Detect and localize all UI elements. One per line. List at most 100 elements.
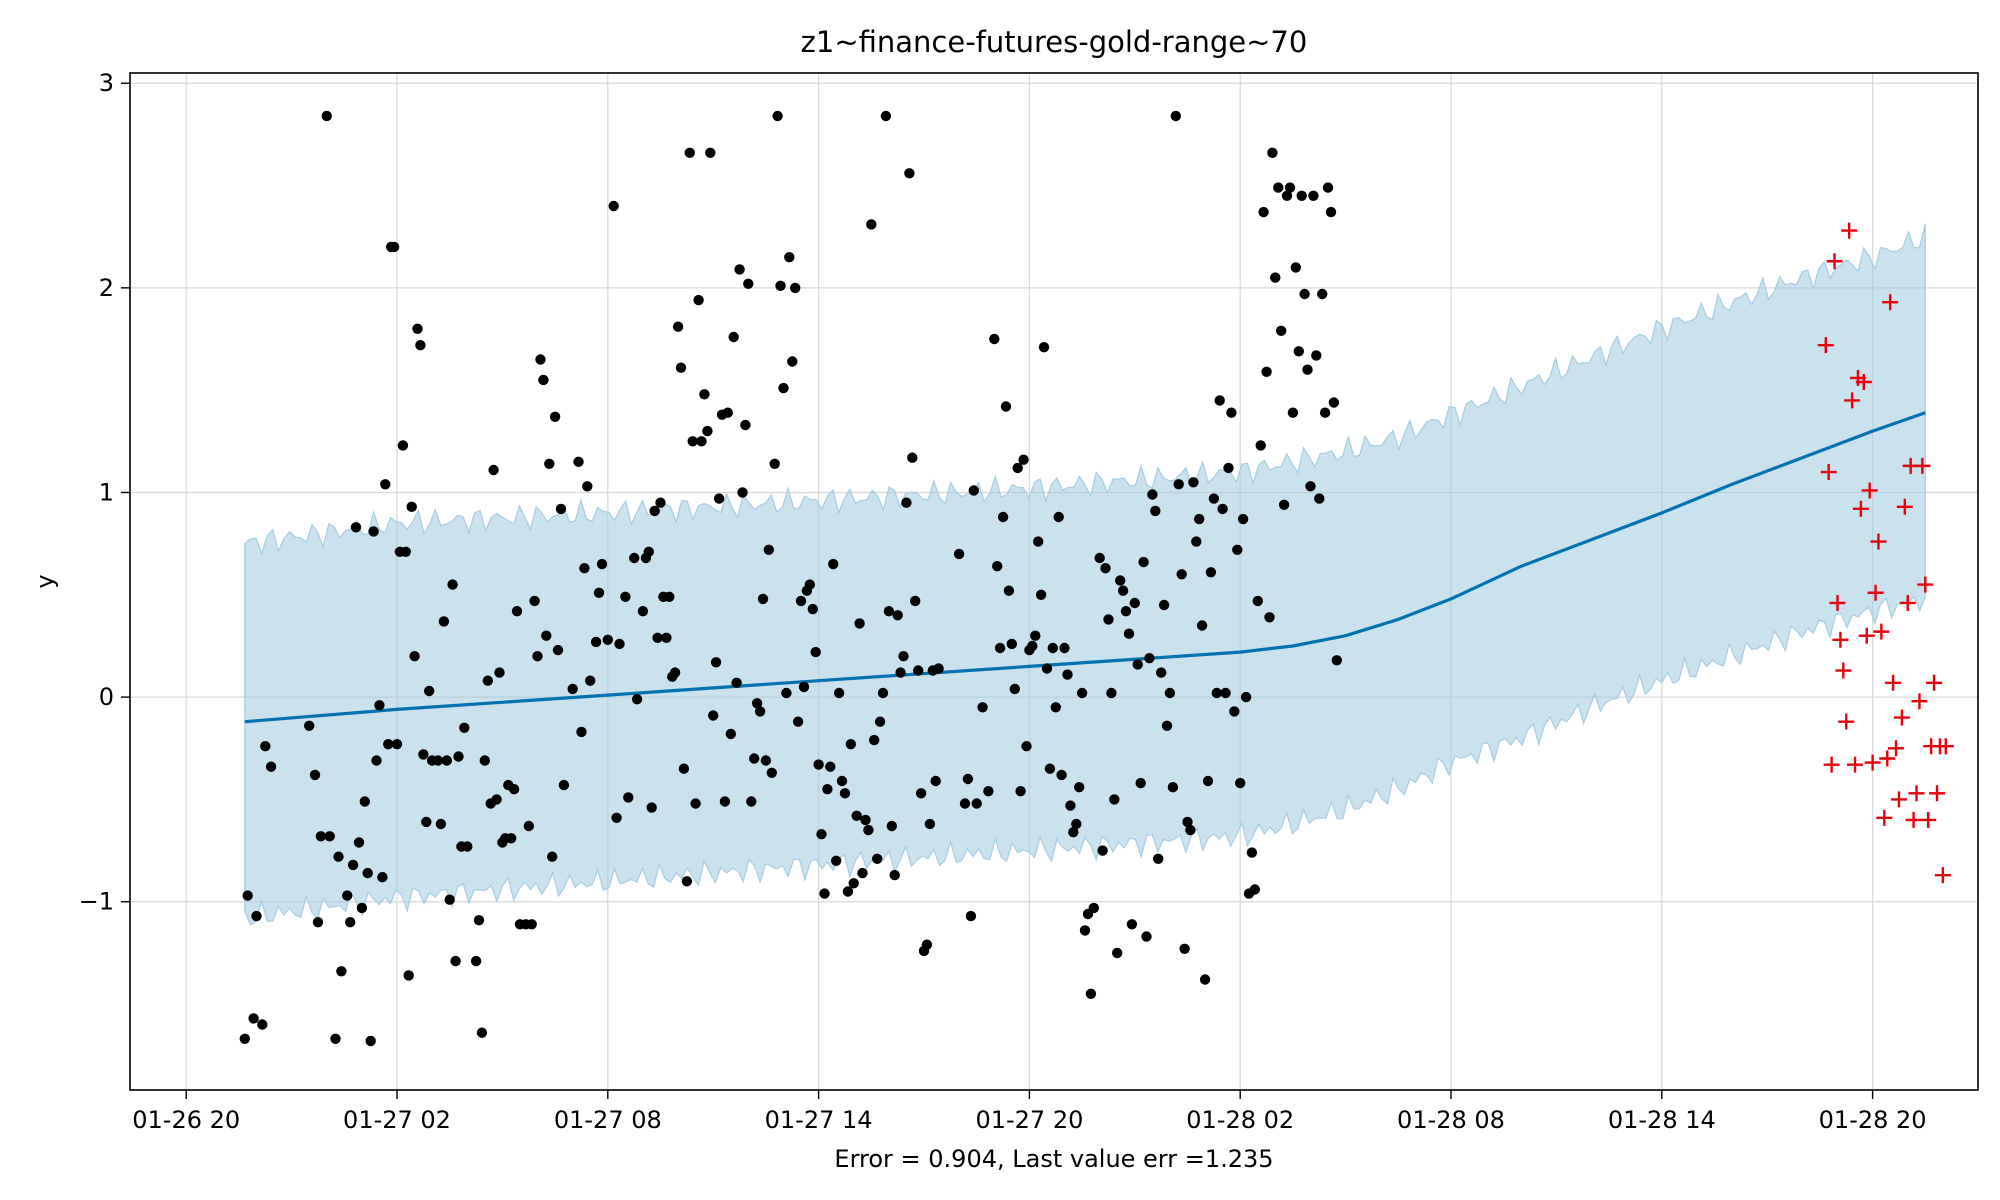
observed-point bbox=[898, 651, 909, 662]
observed-point bbox=[781, 687, 792, 699]
observed-point bbox=[576, 726, 587, 738]
observed-point bbox=[494, 667, 505, 678]
observed-point bbox=[672, 321, 684, 332]
observed-point bbox=[637, 606, 649, 617]
observed-point bbox=[368, 526, 379, 537]
observed-point bbox=[1047, 642, 1059, 654]
observed-point bbox=[810, 646, 821, 658]
future-point bbox=[1937, 738, 1954, 755]
observed-point bbox=[1068, 827, 1079, 838]
observed-point bbox=[971, 798, 982, 809]
observed-point bbox=[798, 681, 810, 693]
observed-point bbox=[866, 219, 877, 230]
observed-point bbox=[1097, 845, 1108, 856]
observed-point bbox=[1196, 620, 1208, 631]
observed-point bbox=[854, 618, 865, 629]
observed-point bbox=[722, 407, 733, 418]
observed-point bbox=[910, 595, 921, 607]
observed-point bbox=[1003, 585, 1015, 596]
observed-point bbox=[479, 755, 490, 766]
observed-point bbox=[347, 859, 359, 871]
x-tick-label: 01-28 20 bbox=[1819, 1106, 1927, 1134]
observed-point bbox=[1015, 786, 1026, 797]
observed-point bbox=[529, 595, 540, 607]
observed-point bbox=[719, 796, 731, 807]
observed-point bbox=[1191, 536, 1202, 547]
future-point bbox=[1917, 576, 1934, 593]
observed-point bbox=[371, 755, 382, 766]
observed-point bbox=[930, 775, 941, 787]
observed-point bbox=[438, 616, 450, 627]
observed-point bbox=[1223, 462, 1234, 474]
observed-point bbox=[1185, 824, 1196, 836]
future-point bbox=[1882, 294, 1899, 311]
observed-point bbox=[1156, 667, 1167, 678]
observed-point bbox=[1220, 687, 1231, 699]
observed-point bbox=[265, 761, 277, 772]
observed-point bbox=[1094, 552, 1105, 564]
observed-point bbox=[315, 831, 327, 842]
observed-point bbox=[1012, 462, 1023, 474]
observed-point bbox=[842, 886, 854, 897]
y-tick-label: −1 bbox=[79, 888, 114, 916]
observed-point bbox=[1038, 342, 1050, 353]
observed-point bbox=[643, 546, 654, 557]
observed-point bbox=[345, 917, 356, 928]
observed-point bbox=[462, 841, 473, 852]
observed-point bbox=[532, 651, 543, 662]
observed-point bbox=[965, 910, 977, 922]
observed-point bbox=[992, 561, 1003, 572]
observed-point bbox=[661, 632, 672, 643]
observed-point bbox=[872, 853, 883, 864]
observed-point bbox=[655, 497, 666, 508]
future-point bbox=[1864, 754, 1881, 771]
observed-point bbox=[608, 200, 619, 212]
observed-point bbox=[324, 831, 335, 842]
observed-point bbox=[845, 739, 856, 750]
observed-point bbox=[1129, 597, 1141, 609]
observed-point bbox=[649, 505, 660, 517]
observed-point bbox=[491, 794, 502, 805]
observed-point bbox=[1085, 988, 1097, 999]
observed-point bbox=[1237, 513, 1249, 525]
observed-point bbox=[669, 667, 681, 678]
future-point bbox=[1829, 594, 1846, 611]
x-tick-label: 01-26 20 bbox=[132, 1106, 240, 1134]
observed-point bbox=[705, 147, 716, 158]
observed-point bbox=[1109, 794, 1120, 805]
observed-point bbox=[590, 636, 602, 648]
observed-point bbox=[1267, 147, 1278, 158]
x-tick-label: 01-27 14 bbox=[765, 1106, 873, 1134]
observed-point bbox=[915, 788, 927, 799]
observed-point bbox=[860, 814, 871, 826]
observed-point bbox=[1030, 630, 1041, 641]
future-point bbox=[1820, 464, 1837, 481]
observed-point bbox=[523, 820, 534, 832]
observed-point bbox=[482, 675, 493, 686]
observed-point bbox=[994, 642, 1006, 654]
observed-point bbox=[1158, 599, 1170, 611]
observed-point bbox=[977, 702, 988, 713]
observed-point bbox=[555, 503, 567, 515]
observed-point bbox=[1120, 606, 1132, 617]
observed-point bbox=[239, 1033, 250, 1045]
observed-point bbox=[406, 501, 417, 512]
observed-point bbox=[907, 452, 918, 463]
observed-point bbox=[623, 792, 634, 803]
observed-point bbox=[886, 820, 897, 832]
future-point bbox=[1908, 785, 1925, 802]
observed-point bbox=[1126, 919, 1138, 930]
observed-point bbox=[1296, 190, 1307, 201]
observed-point bbox=[447, 579, 458, 590]
future-point bbox=[1888, 740, 1905, 757]
observed-point bbox=[453, 751, 464, 762]
observed-point bbox=[441, 755, 452, 766]
observed-point bbox=[681, 876, 693, 887]
observed-point bbox=[1164, 687, 1176, 699]
observed-point bbox=[1088, 902, 1100, 914]
future-point bbox=[1835, 662, 1852, 679]
observed-point bbox=[547, 851, 558, 862]
observed-point bbox=[1123, 628, 1135, 639]
observed-point bbox=[933, 663, 944, 674]
